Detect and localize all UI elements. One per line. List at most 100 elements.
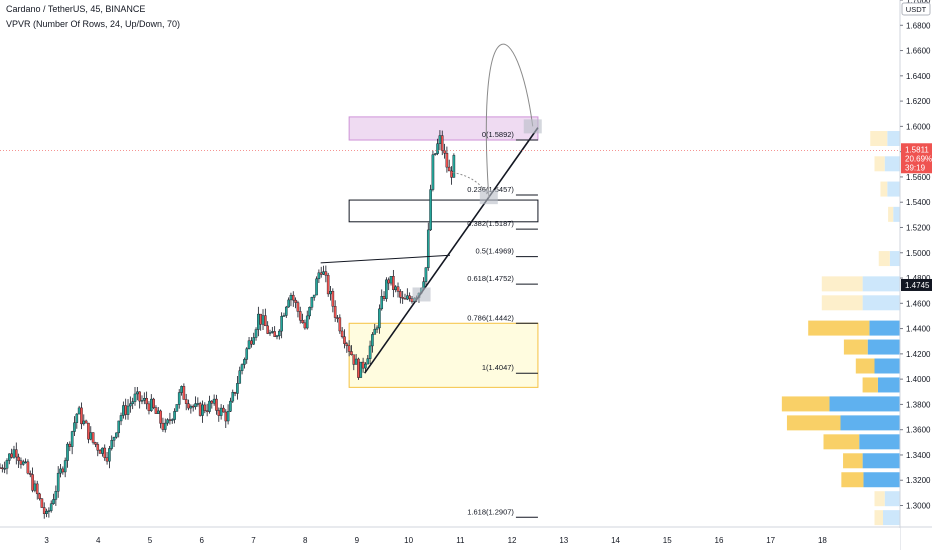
candle-body — [112, 436, 116, 441]
breakout-retest-box[interactable] — [348, 199, 539, 223]
x-tick-label: 5 — [148, 536, 153, 545]
candle-body — [145, 398, 148, 405]
candle-body — [201, 404, 204, 416]
candle-body — [215, 398, 218, 411]
x-tick-label: 8 — [303, 536, 308, 545]
volume-profile-down — [887, 131, 900, 147]
candle-body — [440, 135, 444, 151]
y-tick-label: 1.3000 — [906, 502, 931, 511]
volume-profile-up — [786, 415, 841, 431]
candle-body — [450, 170, 453, 178]
volume-profile-up — [880, 181, 888, 197]
candle-body — [26, 461, 30, 474]
x-tick-label: 11 — [456, 536, 465, 545]
volume-profile-down — [884, 491, 900, 507]
candle-body — [229, 400, 232, 412]
price-axis[interactable] — [900, 0, 932, 550]
volume-profile-down — [859, 434, 900, 450]
candle-body — [129, 403, 132, 407]
candle-body — [212, 398, 216, 404]
demand-zone[interactable] — [348, 322, 539, 388]
candle-body — [96, 444, 100, 451]
candle-body — [33, 483, 37, 491]
fib-level-label: 1(1.4047) — [482, 363, 515, 372]
candle-body — [203, 404, 207, 411]
y-tick-label: 1.4000 — [906, 375, 931, 384]
candle-body — [238, 370, 242, 384]
volume-profile-up — [855, 358, 875, 374]
candle-body — [117, 420, 121, 434]
volume-profile-down — [887, 181, 900, 197]
current-price-change: 20.69% — [905, 154, 932, 163]
candle-body — [191, 405, 195, 408]
y-tick-label: 1.4400 — [906, 325, 931, 334]
plot-area[interactable] — [0, 0, 900, 527]
candle-body — [75, 413, 79, 423]
candle-body — [250, 340, 253, 345]
candle-body — [361, 361, 365, 369]
fib-level-label: 0.382(1.5187) — [467, 219, 514, 228]
candle-body — [205, 410, 209, 412]
time-axis[interactable] — [0, 528, 900, 550]
y-tick-label: 1.4600 — [906, 299, 931, 308]
x-tick-label: 13 — [559, 536, 568, 545]
candle-body — [406, 295, 409, 300]
candle-body — [401, 297, 404, 299]
candle-body — [115, 432, 118, 438]
horizontal-drawing-line[interactable] — [320, 254, 451, 264]
candle-body — [87, 422, 90, 440]
candle-body — [392, 276, 395, 290]
candle-body — [0, 467, 2, 469]
candle-body — [408, 295, 411, 299]
candle-body — [82, 420, 86, 425]
candle-body — [126, 405, 130, 415]
chart-title: Cardano / TetherUS, 45, BINANCE — [6, 4, 146, 14]
candle-body — [431, 154, 435, 190]
candle-body — [240, 364, 244, 371]
y-tick-label: 1.5400 — [906, 198, 931, 207]
candle-body — [380, 296, 384, 310]
x-tick-label: 9 — [355, 536, 360, 545]
y-tick-label: 1.6600 — [906, 47, 931, 56]
candle-body — [163, 422, 167, 430]
candle-body — [399, 291, 402, 298]
candle-body — [378, 308, 381, 329]
candle-body — [1, 467, 4, 469]
x-tick-label: 4 — [96, 536, 101, 545]
y-tick-label: 1.4200 — [906, 350, 931, 359]
candle-body — [175, 404, 179, 412]
drawing-handle[interactable] — [412, 287, 431, 302]
drawing-handle[interactable] — [479, 190, 498, 205]
candle-body — [98, 450, 102, 454]
candle-body — [385, 279, 388, 299]
candle-body — [396, 286, 400, 292]
candle-body — [14, 449, 18, 458]
fib-level-label: 1.618(1.2907) — [467, 507, 514, 516]
volume-profile-up — [843, 339, 868, 355]
candle-body — [208, 400, 211, 412]
volume-profile-down — [877, 377, 900, 393]
candle-body — [333, 306, 337, 318]
candle-body — [364, 363, 367, 369]
candle-body — [136, 391, 139, 395]
volume-profile-down — [829, 396, 900, 412]
candle-body — [347, 345, 351, 352]
x-tick-label: 15 — [663, 536, 672, 545]
candle-body — [19, 460, 23, 465]
candle-body — [80, 407, 83, 425]
candle-body — [271, 331, 274, 333]
candle-body — [5, 460, 9, 469]
candle-body — [291, 294, 295, 301]
trendline[interactable] — [364, 127, 539, 374]
candle-body — [452, 155, 456, 178]
drawing-handle[interactable] — [523, 119, 542, 134]
candle-body — [147, 403, 151, 411]
projected-arc[interactable] — [485, 43, 534, 198]
currency-label: USDT — [906, 5, 927, 14]
candle-body — [243, 359, 246, 365]
currency-badge[interactable] — [901, 2, 931, 16]
candle-body — [173, 411, 176, 420]
candle-body — [268, 332, 272, 334]
candle-body — [42, 507, 46, 514]
